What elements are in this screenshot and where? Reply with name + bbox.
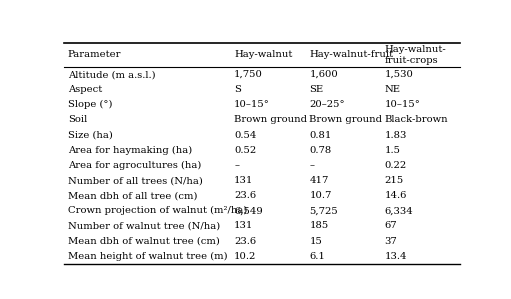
Text: Brown ground: Brown ground [310,115,382,124]
Text: 417: 417 [310,176,329,185]
Text: 0.52: 0.52 [234,146,257,155]
Text: Number of all trees (N/ha): Number of all trees (N/ha) [68,176,203,185]
Text: 67: 67 [385,222,397,231]
Text: Hay-walnut-fruit: Hay-walnut-fruit [310,51,393,60]
Text: 14.6: 14.6 [385,191,407,200]
Text: 23.6: 23.6 [234,237,257,245]
Text: Altitude (m a.s.l.): Altitude (m a.s.l.) [68,70,155,79]
Text: Aspect: Aspect [68,85,102,94]
Text: 1.5: 1.5 [385,146,401,155]
Text: Area for agrocultures (ha): Area for agrocultures (ha) [68,161,201,170]
Text: –: – [234,161,239,170]
Text: 37: 37 [385,237,398,245]
Text: Size (ha): Size (ha) [68,131,113,140]
Text: 131: 131 [234,176,253,185]
Text: 0.78: 0.78 [310,146,332,155]
Text: 10.2: 10.2 [234,252,257,261]
Text: Hay-walnut-
fruit-crops: Hay-walnut- fruit-crops [385,45,447,65]
Text: SE: SE [310,85,323,94]
Text: 1.83: 1.83 [385,131,407,140]
Text: Mean dbh of all tree (cm): Mean dbh of all tree (cm) [68,191,197,200]
Text: Slope (°): Slope (°) [68,100,112,109]
Text: 23.6: 23.6 [234,191,257,200]
Text: 15: 15 [310,237,322,245]
Text: Area for haymaking (ha): Area for haymaking (ha) [68,146,192,155]
Text: 6,549: 6,549 [234,206,263,215]
Text: 10.7: 10.7 [310,191,332,200]
Text: 20–25°: 20–25° [310,100,345,109]
Text: Number of walnut tree (N/ha): Number of walnut tree (N/ha) [68,222,220,231]
Text: 10–15°: 10–15° [385,100,421,109]
Text: 10–15°: 10–15° [234,100,270,109]
Text: Soil: Soil [68,115,87,124]
Text: Mean height of walnut tree (m): Mean height of walnut tree (m) [68,252,227,261]
Text: Black-brown: Black-brown [385,115,448,124]
Text: Crown projection of walnut (m²/ha): Crown projection of walnut (m²/ha) [68,206,247,215]
Text: 0.81: 0.81 [310,131,332,140]
Text: Parameter: Parameter [68,51,121,60]
Text: 1,530: 1,530 [385,70,413,79]
Text: 13.4: 13.4 [385,252,407,261]
Text: 1,600: 1,600 [310,70,338,79]
Text: 1,750: 1,750 [234,70,263,79]
Text: 5,725: 5,725 [310,206,338,215]
Text: NE: NE [385,85,401,94]
Text: 6.1: 6.1 [310,252,326,261]
Text: 215: 215 [385,176,404,185]
Text: 0.22: 0.22 [385,161,407,170]
Text: 0.54: 0.54 [234,131,257,140]
Text: Mean dbh of walnut tree (cm): Mean dbh of walnut tree (cm) [68,237,220,245]
Text: Hay-walnut: Hay-walnut [234,51,292,60]
Text: S: S [234,85,241,94]
Text: 185: 185 [310,222,329,231]
Text: –: – [310,161,314,170]
Text: 131: 131 [234,222,253,231]
Text: 6,334: 6,334 [385,206,413,215]
Text: Brown ground: Brown ground [234,115,307,124]
